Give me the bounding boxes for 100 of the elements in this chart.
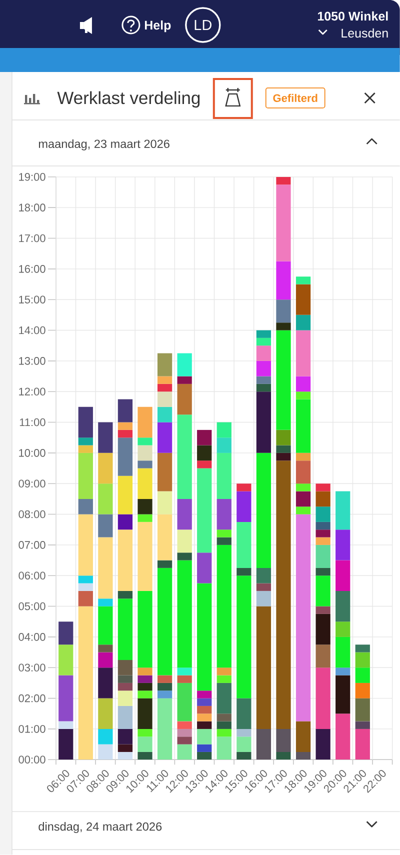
text: Leusden [342,28,388,38]
y-tick-label: 05:00 [18,602,46,610]
y-tick-label: 17:00 [19,234,46,242]
bar [236,736,252,752]
bar [236,728,252,737]
bar [157,690,172,698]
bar [118,728,132,744]
bar [196,698,212,706]
bar [138,668,152,676]
bar [355,682,370,698]
chart-subtitle: maandag, 23 maart 2026 [38,139,170,150]
bar [196,445,212,461]
bar [296,284,311,315]
y-tick-label: 18:00 [19,204,46,212]
text: Help [144,20,171,32]
bar [256,568,271,584]
bar [196,430,212,446]
bar [276,452,291,461]
bar [118,476,132,514]
bar [316,728,330,760]
y-tick-label: 15:00 [19,296,46,304]
bar [177,353,192,376]
bar [157,568,172,676]
y-tick-label: 00:00 [18,756,46,764]
bar [138,736,152,752]
bar [118,675,132,683]
bar [316,491,330,507]
bar [335,530,350,560]
bar [236,576,252,698]
bar [316,614,330,645]
bar [98,728,113,744]
text: LD [194,20,212,30]
y-tick-label: 16:00 [19,265,46,273]
bar [138,752,152,760]
bar [98,537,113,599]
bar [177,498,192,530]
y-tick-label: 12:00 [19,388,46,396]
bar [177,530,192,553]
bar [138,590,152,668]
bar [236,698,252,729]
bar [138,468,152,499]
bar [316,668,330,729]
bar [276,330,291,430]
bar [98,452,113,484]
bar [335,560,350,591]
bar [355,721,370,729]
y-tick-label: 03:00 [18,664,46,672]
bar [196,752,212,760]
bar [316,544,330,568]
bar [177,376,192,384]
text: dinsdag, 24 maart 2026 [38,822,162,834]
bar [78,452,93,499]
bar [355,652,370,668]
bar [78,514,93,576]
y-tick-label: 04:00 [18,633,46,641]
y-tick-label: 09:00 [18,480,46,488]
text: 1050 Winkel [318,11,388,21]
y-tick-label: 02:00 [18,694,46,702]
bar [118,530,132,591]
bar [177,728,192,737]
bar [196,744,212,752]
bar [58,721,74,729]
bar [138,522,152,591]
bar [256,360,271,376]
bar [157,514,172,560]
bar [98,644,113,652]
bar [316,606,330,614]
bar [216,498,232,530]
bar [316,522,330,530]
y-tick-label: 08:00 [18,510,46,518]
bar [177,414,192,499]
bar [157,452,172,492]
bar [98,668,113,698]
bar [335,675,350,714]
bar [256,392,271,453]
bar [296,514,311,722]
bar [78,606,93,760]
y-tick-label: 10:00 [19,449,46,457]
bar [335,622,350,637]
bar [58,728,74,760]
bar [196,706,212,714]
bar [177,721,192,729]
bar [177,384,192,415]
bar [216,438,232,453]
bar [236,752,252,760]
bar [355,668,370,683]
bar [335,590,350,622]
bar [296,452,311,461]
bar [316,644,330,668]
bar [236,491,252,522]
bar [118,752,132,760]
bar [256,590,271,606]
bar [177,682,192,722]
bar [118,399,132,422]
bar [138,460,152,468]
bar [276,184,291,262]
y-tick-label: 14:00 [19,326,46,334]
bar [138,682,152,691]
bar [196,690,212,698]
bar [335,668,350,676]
